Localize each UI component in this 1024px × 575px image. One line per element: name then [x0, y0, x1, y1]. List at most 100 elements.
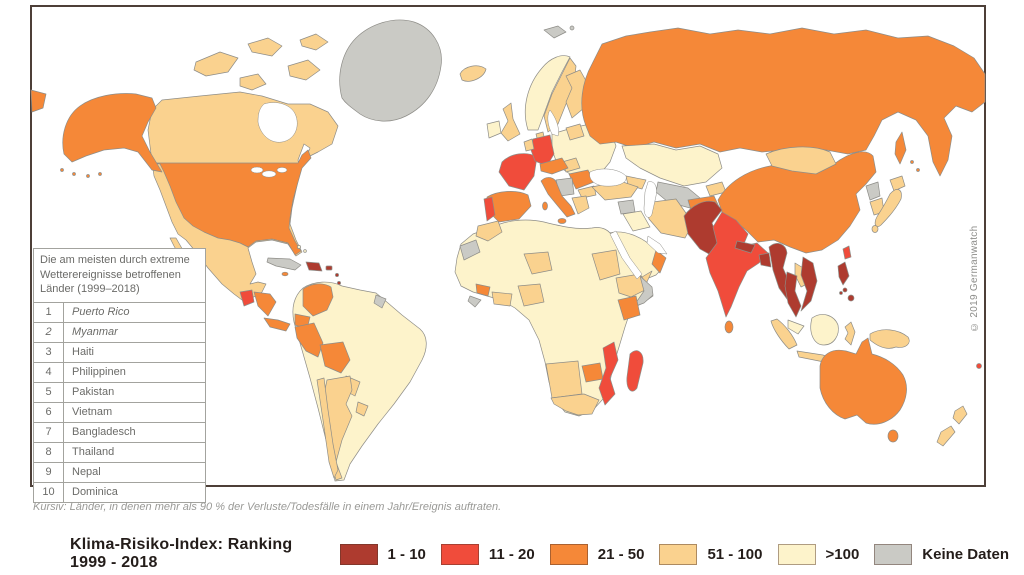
table-row: 9 Nepal — [34, 462, 205, 483]
hudson-bay — [257, 102, 298, 143]
region-ireland — [486, 120, 502, 139]
region-guinea — [475, 283, 491, 297]
region-iceland — [459, 65, 487, 82]
legend-swatch-51-100 — [659, 543, 698, 565]
region-bangladesh — [758, 252, 772, 268]
region-aleutian-islands — [60, 168, 102, 178]
region-borneo — [810, 314, 839, 346]
water-bodies — [250, 102, 668, 280]
region-sulawesi — [844, 321, 856, 346]
copyright: © 2019 Germanwatch — [969, 225, 980, 332]
region-french-guiana — [373, 294, 387, 309]
great-lakes — [250, 166, 288, 178]
region-taiwan — [842, 245, 852, 260]
legend-item: 21 - 50 — [549, 543, 644, 565]
legend-swatch-1-10 — [339, 543, 378, 565]
table-row: 8 Thailand — [34, 442, 205, 463]
table-row: 5 Pakistan — [34, 382, 205, 403]
region-peru — [294, 322, 324, 358]
region-china — [717, 151, 877, 254]
region-kuril-islands — [910, 160, 920, 172]
region-nigeria — [517, 283, 545, 307]
footnote: Kursiv: Länder, in denen mehr als 90 % d… — [33, 501, 502, 513]
persian-gulf — [646, 235, 668, 255]
region-cuba — [266, 257, 302, 271]
table-row: 10 Dominica — [34, 482, 205, 502]
region-benelux — [523, 138, 535, 152]
legend-swatch-21-50 — [549, 543, 588, 565]
region-alpine-states — [539, 157, 569, 175]
ranking-table: Die am meisten durch extreme Wetterereig… — [33, 248, 206, 503]
region-tasmania — [887, 429, 899, 443]
legend-item: >100 — [777, 543, 859, 565]
region-puerto-rico — [325, 265, 333, 271]
region-france — [498, 153, 538, 191]
region-bahamas — [297, 245, 307, 253]
region-honduras-nicaragua — [253, 291, 277, 317]
region-morocco — [475, 220, 503, 242]
region-guatemala — [239, 289, 255, 307]
region-kazakhstan — [621, 143, 723, 187]
table-row: 6 Vietnam — [34, 402, 205, 423]
region-mongolia — [765, 146, 837, 175]
red-sea — [609, 230, 643, 280]
ranking-table-title: Die am meisten durch extreme Wetterereig… — [34, 249, 205, 303]
region-iraq — [622, 210, 651, 232]
region-thailand — [784, 271, 802, 318]
table-row: 2 Myanmar — [34, 322, 205, 343]
region-costa-rica-panama — [263, 317, 291, 332]
region-jamaica — [281, 271, 289, 277]
region-namibia-botswana — [545, 360, 583, 399]
legend-item: Keine Daten — [874, 543, 1009, 565]
region-russia — [581, 27, 986, 177]
region-spain — [486, 191, 532, 223]
legend-item: 51 - 100 — [659, 543, 763, 565]
region-new-zealand — [936, 405, 968, 447]
legend-title: Klima-Risiko-Index: Ranking 1999 - 2018 — [70, 536, 293, 571]
region-svalbard — [543, 25, 575, 39]
region-ghana-ivory-coast — [491, 291, 513, 307]
region-greece — [571, 195, 590, 215]
region-oman — [651, 249, 667, 274]
region-madagascar — [626, 350, 644, 392]
legend-item: 1 - 10 — [339, 543, 426, 565]
region-russia-west-edge — [30, 89, 47, 113]
region-mozambique — [598, 341, 619, 406]
region-malaysia — [787, 319, 805, 335]
region-sicily — [557, 218, 567, 224]
legend-swatch-gt-100 — [777, 543, 816, 565]
table-row: 7 Bangladesch — [34, 422, 205, 443]
region-japan — [871, 175, 906, 233]
region-new-guinea — [869, 329, 910, 349]
caspian-sea — [643, 181, 657, 218]
region-baltic-states — [565, 123, 585, 141]
region-zimbabwe — [581, 362, 604, 383]
region-western-sahara — [459, 239, 481, 261]
region-north-korea — [865, 181, 881, 201]
region-sumatra — [770, 318, 798, 350]
region-fiji — [976, 363, 982, 369]
region-bulgaria — [577, 185, 597, 199]
black-sea — [589, 168, 627, 187]
region-italy — [540, 177, 576, 218]
region-liberia — [467, 295, 482, 308]
region-vietnam-cambodia — [800, 256, 818, 312]
region-nepal — [734, 240, 756, 254]
region-sri-lanka — [724, 320, 734, 334]
region-uruguay — [355, 401, 369, 417]
region-portugal — [483, 196, 496, 222]
table-row: 4 Philippinen — [34, 362, 205, 383]
region-syria — [617, 199, 636, 215]
region-sudan — [591, 249, 621, 281]
region-haiti-hispaniola — [305, 261, 323, 272]
region-canada-archipelago — [193, 33, 329, 91]
region-alaska — [62, 93, 163, 173]
table-row: 3 Haiti — [34, 342, 205, 363]
legend-swatch-11-20 — [440, 543, 479, 565]
region-colombia — [302, 283, 334, 317]
table-row: 1 Puerto Rico — [34, 302, 205, 323]
legend: Klima-Risiko-Index: Ranking 1999 - 2018 … — [70, 536, 1024, 571]
region-iran — [644, 198, 694, 239]
region-philippines — [837, 261, 855, 302]
region-bolivia — [319, 341, 351, 374]
